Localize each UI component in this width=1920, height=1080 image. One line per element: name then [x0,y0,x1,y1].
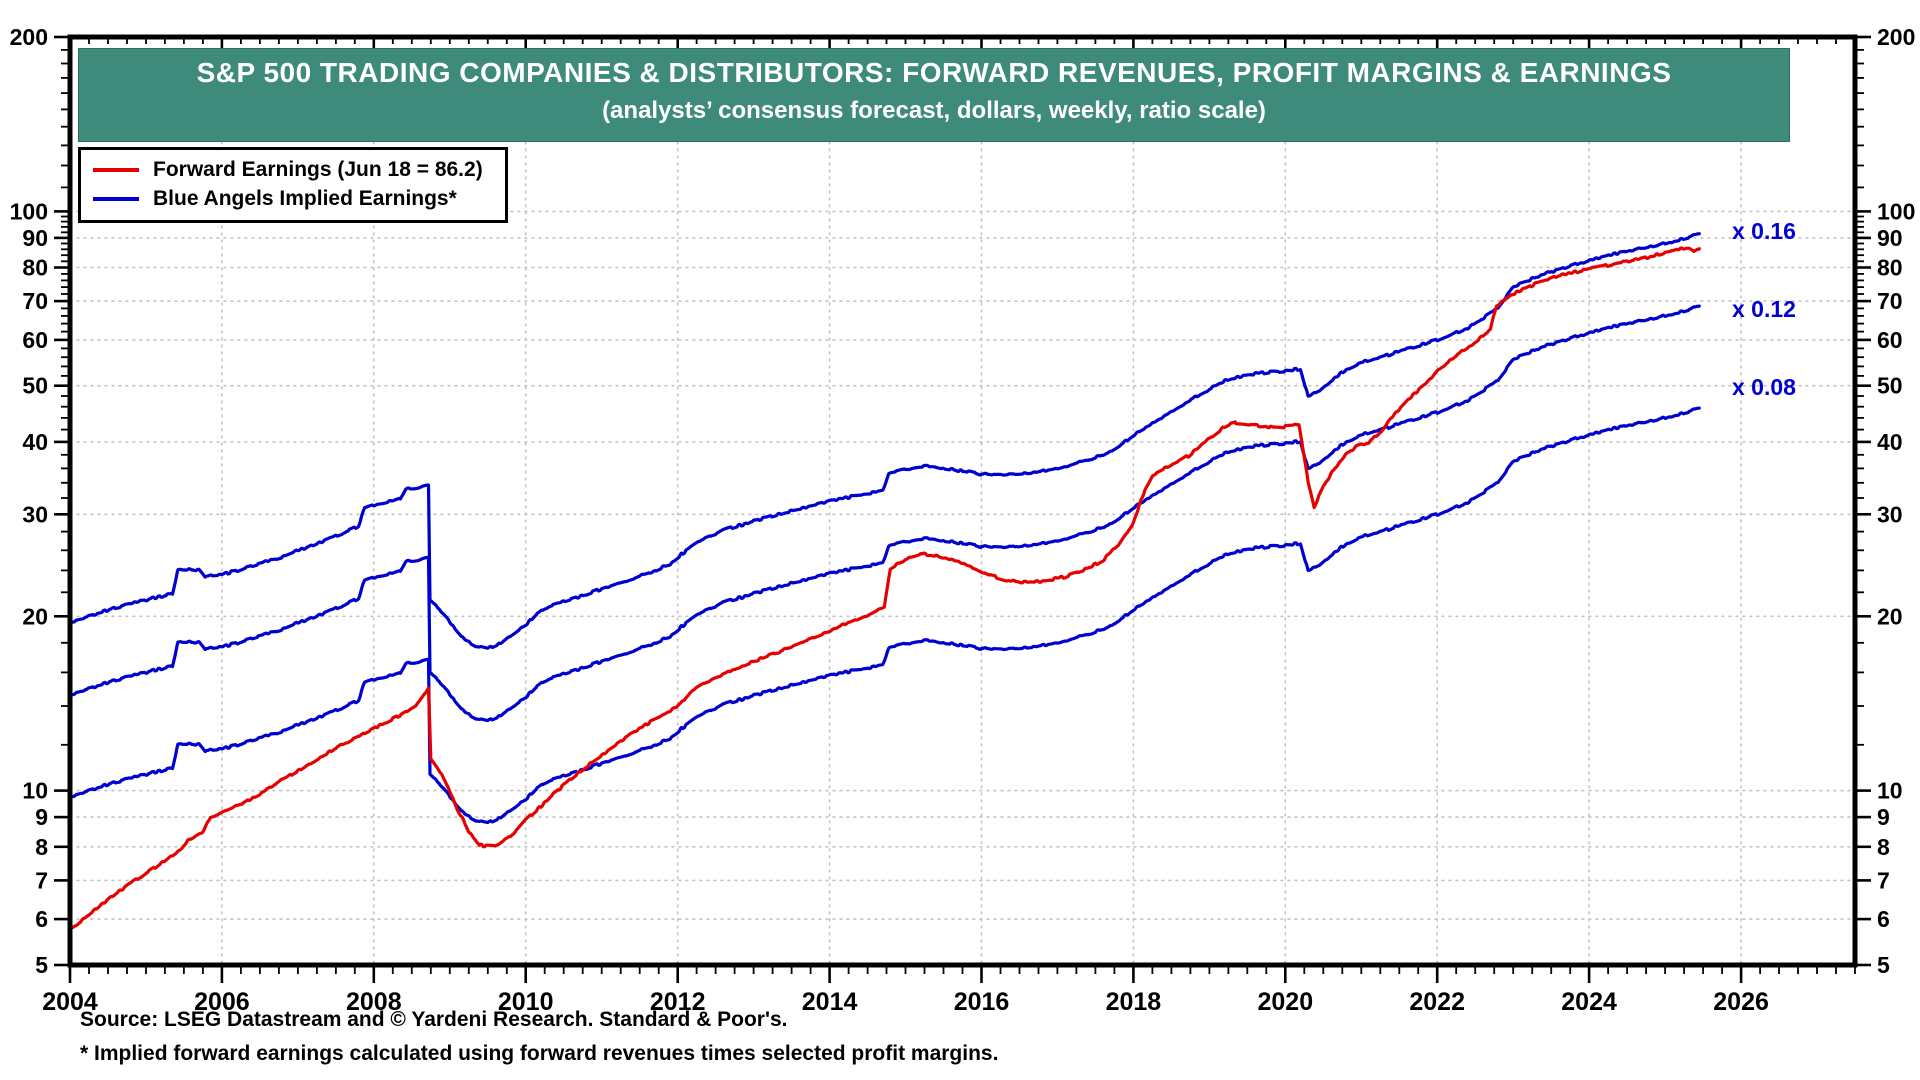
svg-text:70: 70 [1877,288,1903,314]
blue-angels-line-1 [70,304,1701,723]
svg-text:7: 7 [35,867,48,893]
margin-annotation-016: x 0.16 [1732,218,1796,244]
legend-item-blue-angels: Blue Angels Implied Earnings* [93,184,495,213]
chart-title-bar: S&P 500 TRADING COMPANIES & DISTRIBUTORS… [78,48,1790,142]
svg-text:2014: 2014 [802,988,858,1016]
svg-text:50: 50 [22,373,48,399]
svg-text:2006: 2006 [194,988,250,1016]
svg-text:30: 30 [1877,501,1903,527]
svg-text:20: 20 [22,603,48,629]
svg-text:9: 9 [35,804,48,830]
blue-line-swatch [93,196,139,201]
svg-text:2018: 2018 [1106,988,1162,1016]
svg-text:90: 90 [1877,225,1903,251]
svg-text:50: 50 [1877,373,1903,399]
svg-text:2020: 2020 [1257,988,1313,1016]
svg-text:40: 40 [1877,429,1903,455]
svg-text:9: 9 [1877,804,1890,830]
legend-label-blue-angels: Blue Angels Implied Earnings* [153,186,457,210]
svg-text:2004: 2004 [42,988,98,1016]
svg-text:6: 6 [1877,906,1890,932]
legend: Forward Earnings (Jun 18 = 86.2) Blue An… [78,147,508,223]
svg-text:100: 100 [10,198,48,224]
svg-text:8: 8 [35,834,48,860]
svg-text:100: 100 [1877,198,1915,224]
svg-text:5: 5 [1877,952,1890,978]
svg-text:20: 20 [1877,603,1903,629]
source-note: Source: LSEG Datastream and © Yardeni Re… [80,1008,788,1031]
svg-text:2010: 2010 [498,988,554,1016]
svg-text:90: 90 [22,225,48,251]
legend-item-forward-earnings: Forward Earnings (Jun 18 = 86.2) [93,155,495,184]
series-lines [70,232,1701,931]
svg-text:2008: 2008 [346,988,402,1016]
margin-annotation-012: x 0.12 [1732,296,1796,322]
blue-angels-line-2 [70,406,1701,825]
svg-text:30: 30 [22,501,48,527]
svg-text:2026: 2026 [1713,988,1769,1016]
footnote: * Implied forward earnings calculated us… [80,1042,999,1065]
svg-text:8: 8 [1877,834,1890,860]
svg-text:2022: 2022 [1409,988,1465,1016]
svg-text:5: 5 [35,952,48,978]
margin-annotation-008: x 0.08 [1732,374,1796,400]
forward-earnings-line [70,246,1701,931]
svg-text:80: 80 [1877,255,1903,281]
svg-text:80: 80 [22,255,48,281]
chart-subtitle: (analysts’ consensus forecast, dollars, … [602,97,1266,124]
svg-text:60: 60 [22,327,48,353]
legend-label-forward-earnings: Forward Earnings (Jun 18 = 86.2) [153,157,483,181]
svg-text:40: 40 [22,429,48,455]
svg-text:200: 200 [1877,24,1915,50]
svg-text:6: 6 [35,906,48,932]
svg-text:2024: 2024 [1561,988,1617,1016]
svg-text:10: 10 [22,778,48,804]
svg-text:60: 60 [1877,327,1903,353]
svg-text:2012: 2012 [650,988,706,1016]
svg-text:10: 10 [1877,778,1903,804]
svg-text:7: 7 [1877,867,1890,893]
plot-frame [67,34,1858,968]
chart-title: S&P 500 TRADING COMPANIES & DISTRIBUTORS… [196,57,1672,88]
svg-text:2016: 2016 [954,988,1010,1016]
red-line-swatch [93,167,139,172]
svg-text:200: 200 [10,24,48,50]
blue-angels-line-0 [70,232,1701,650]
svg-text:70: 70 [22,288,48,314]
